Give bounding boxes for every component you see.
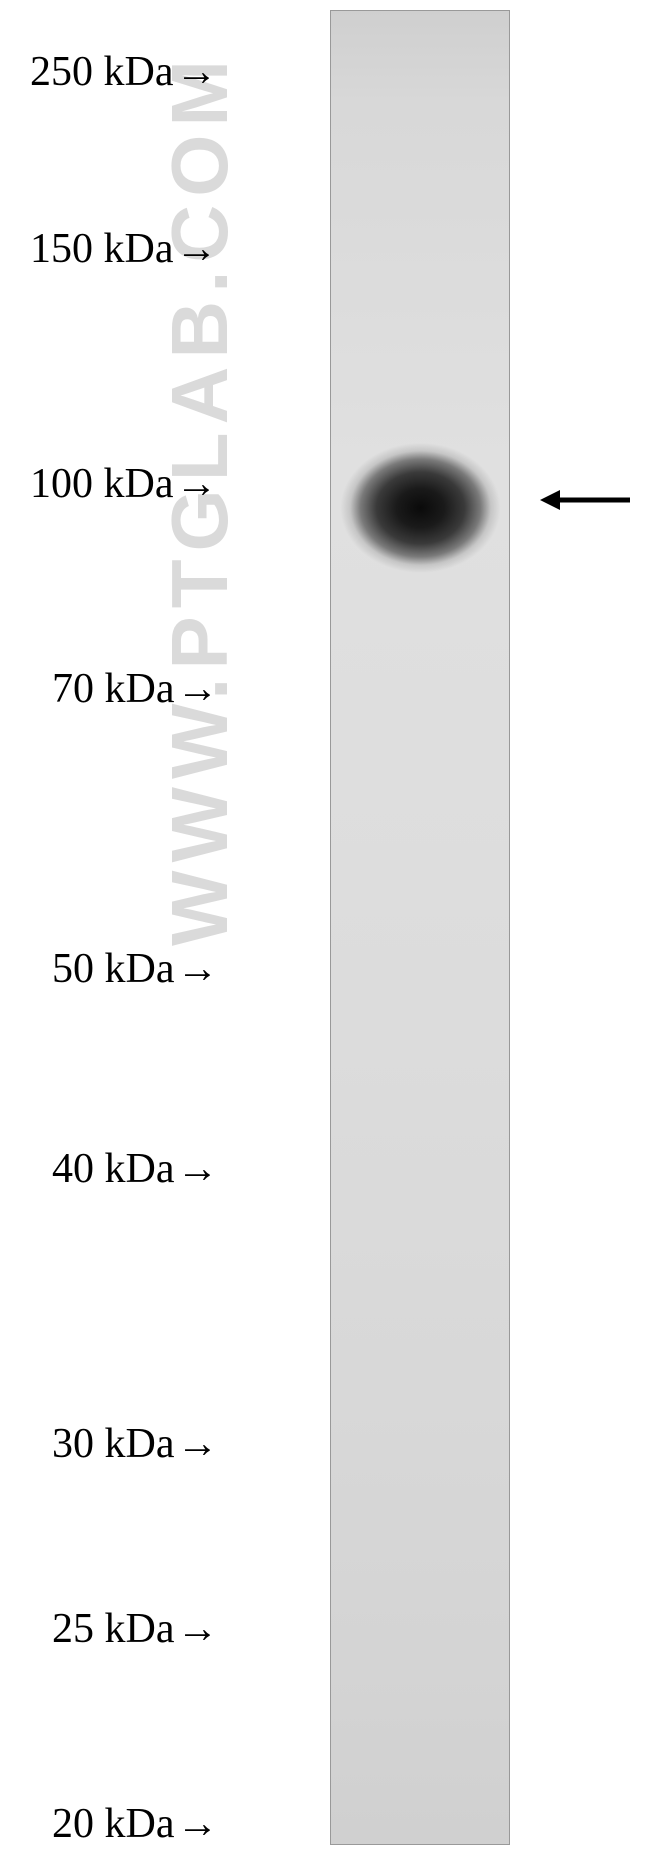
- arrow-right-icon: →: [175, 460, 217, 508]
- marker-label-text: 40 kDa: [52, 1145, 174, 1193]
- marker-50kda: 50 kDa→: [52, 945, 218, 993]
- marker-100kda: 100 kDa→: [30, 460, 217, 508]
- arrow-right-icon: →: [176, 945, 218, 993]
- marker-25kda: 25 kDa→: [52, 1605, 218, 1653]
- arrow-right-icon: →: [176, 1605, 218, 1653]
- arrow-right-icon: →: [176, 665, 218, 713]
- marker-label-text: 70 kDa: [52, 665, 174, 713]
- band-indicator-arrow: [535, 480, 635, 520]
- marker-label-text: 150 kDa: [30, 225, 173, 273]
- marker-label-text: 20 kDa: [52, 1800, 174, 1848]
- marker-150kda: 150 kDa→: [30, 225, 217, 273]
- blot-lane: [330, 10, 510, 1845]
- western-blot-figure: WWW.PTGLAB.COM 250 kDa→ 150 kDa→ 100 kDa…: [0, 0, 650, 1855]
- arrow-right-icon: →: [175, 225, 217, 273]
- protein-band: [338, 438, 503, 578]
- marker-label-text: 25 kDa: [52, 1605, 174, 1653]
- arrow-right-icon: →: [176, 1800, 218, 1848]
- marker-30kda: 30 kDa→: [52, 1420, 218, 1468]
- marker-label-text: 30 kDa: [52, 1420, 174, 1468]
- arrow-left-icon: [535, 480, 635, 520]
- arrow-right-icon: →: [175, 48, 217, 96]
- marker-40kda: 40 kDa→: [52, 1145, 218, 1193]
- marker-70kda: 70 kDa→: [52, 665, 218, 713]
- arrow-right-icon: →: [176, 1145, 218, 1193]
- marker-label-text: 250 kDa: [30, 48, 173, 96]
- marker-20kda: 20 kDa→: [52, 1800, 218, 1848]
- marker-label-text: 100 kDa: [30, 460, 173, 508]
- marker-250kda: 250 kDa→: [30, 48, 217, 96]
- arrow-right-icon: →: [176, 1420, 218, 1468]
- marker-label-text: 50 kDa: [52, 945, 174, 993]
